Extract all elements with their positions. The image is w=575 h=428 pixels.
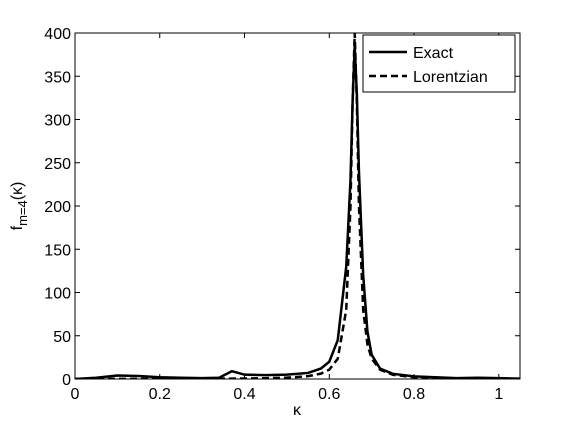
x-tick-label: 1	[494, 386, 503, 403]
y-tick-label: 150	[44, 242, 71, 259]
y-tick-label: 200	[44, 199, 71, 216]
y-axis-label: fm=4(κ)	[9, 182, 30, 231]
x-tick-label: 0.8	[403, 386, 425, 403]
x-axis-label: κ	[293, 402, 302, 419]
x-tick-label: 0.4	[233, 386, 255, 403]
y-label-main: f	[9, 225, 26, 230]
y-label-sub: m=4	[15, 200, 30, 226]
legend-label: Lorentzian	[413, 69, 488, 86]
y-tick-label: 0	[62, 372, 71, 389]
y-tick-label: 50	[53, 329, 71, 346]
y-tick-label: 350	[44, 69, 71, 86]
series-line	[75, 33, 520, 379]
x-tick-label: 0.6	[318, 386, 340, 403]
y-tick-label: 100	[44, 286, 71, 303]
y-tick-label: 300	[44, 113, 71, 130]
plot-lines	[75, 33, 520, 379]
x-tick-label: 0	[71, 386, 80, 403]
y-tick-label: 250	[44, 156, 71, 173]
y-tick-label: 400	[44, 26, 71, 43]
x-tick-label: 0.2	[149, 386, 171, 403]
legend-box	[362, 34, 516, 93]
y-label-tail: (κ)	[9, 182, 26, 201]
legend-label: Exact	[413, 45, 454, 62]
